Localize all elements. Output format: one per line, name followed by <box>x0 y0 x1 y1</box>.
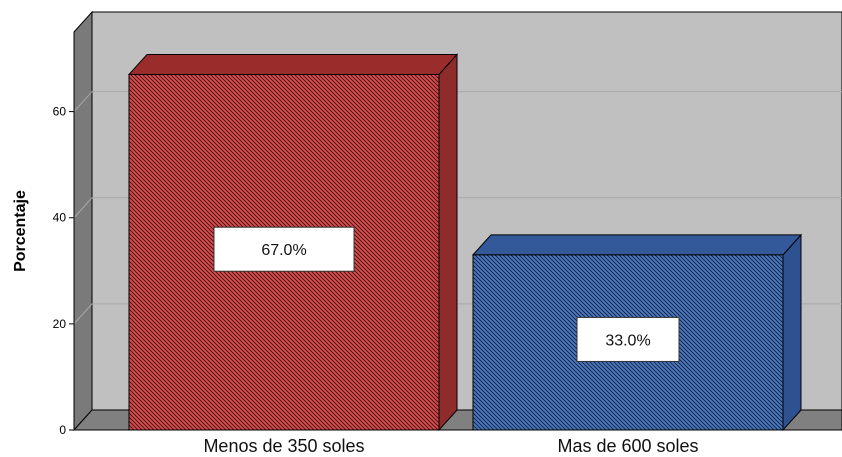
y-tick-label: 40 <box>53 211 67 225</box>
data-label: 33.0% <box>605 332 650 349</box>
gridline <box>73 91 93 112</box>
gridline <box>73 303 93 325</box>
bar-top <box>471 234 803 256</box>
data-label-box <box>213 226 355 272</box>
data-label: 67.0% <box>261 242 306 259</box>
y-ticks: 0 20 40 60 <box>53 105 74 437</box>
y-tick-label: 0 <box>59 423 66 437</box>
bar-side <box>782 233 802 432</box>
bar-group: 33.0% <box>471 233 803 432</box>
data-label-box <box>576 316 680 362</box>
y-axis-title: Porcentaje <box>12 190 29 272</box>
y-tick-label: 20 <box>53 317 67 331</box>
y-tick-label: 60 <box>53 105 67 119</box>
bar-side <box>438 53 458 432</box>
x-tick-labels: Menos de 350 soles Mas de 600 soles <box>203 436 698 456</box>
bar-top <box>127 53 459 75</box>
gridline <box>73 197 93 219</box>
bar-group: 67.0% <box>127 53 459 432</box>
bars: 67.0% 33.0% <box>127 53 803 432</box>
left-wall <box>73 10 93 432</box>
x-tick-label: Menos de 350 soles <box>203 436 364 456</box>
x-tick-label: Mas de 600 soles <box>557 436 698 456</box>
